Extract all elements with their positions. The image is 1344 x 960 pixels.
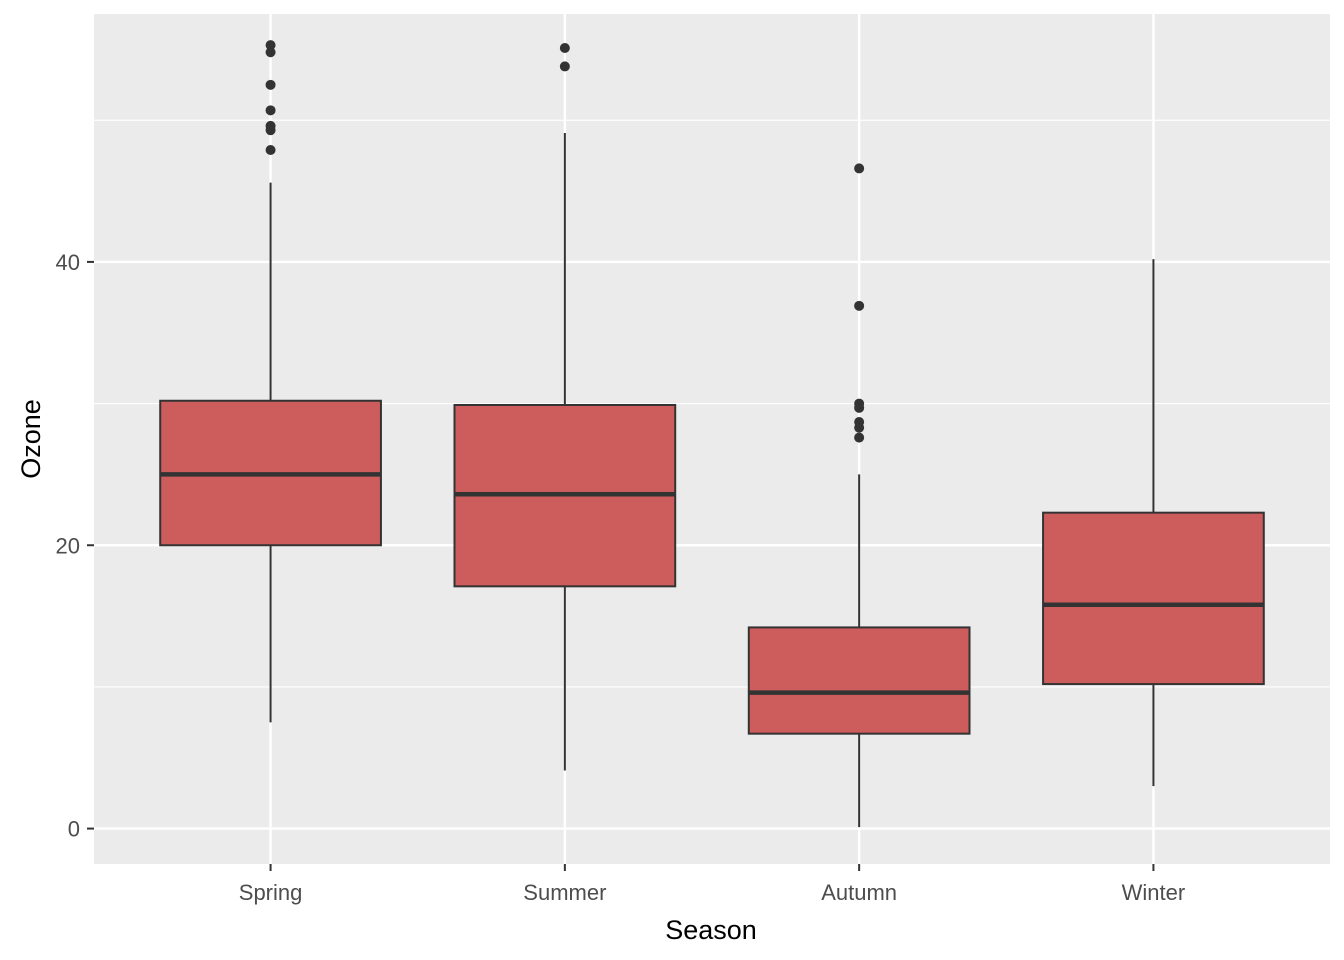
outlier-point [559, 43, 570, 53]
y-tick-label: 0 [68, 817, 80, 842]
x-tick-label: Winter [1122, 880, 1186, 905]
x-tick-label: Summer [523, 880, 606, 905]
y-tick-label: 40 [56, 250, 80, 275]
outlier-point [854, 300, 865, 311]
outlier-point [854, 432, 865, 443]
x-axis-title: Season [665, 915, 757, 945]
x-tick-label: Autumn [821, 880, 897, 905]
iqr-box [747, 626, 971, 735]
box-spring [159, 40, 382, 723]
outlier-point [265, 145, 276, 155]
outlier-point [559, 61, 570, 72]
axes: 0 20 40 Spring Summer Autumn Winter [56, 250, 1186, 905]
outlier-point [854, 417, 865, 427]
box-winter [1042, 259, 1265, 787]
y-tick-label: 20 [56, 533, 80, 558]
box-summer [453, 43, 677, 771]
outlier-point [265, 47, 276, 58]
iqr-box [1042, 511, 1265, 686]
box-autumn [747, 163, 971, 828]
outlier-point [265, 79, 276, 90]
outlier-point [854, 163, 865, 174]
outlier-point [854, 398, 865, 409]
outlier-point [265, 40, 276, 51]
outlier-point [265, 120, 276, 131]
outlier-point [265, 105, 276, 116]
y-axis-title: Ozone [16, 399, 46, 479]
x-tick-label: Spring [239, 880, 303, 905]
boxes [159, 40, 1265, 828]
